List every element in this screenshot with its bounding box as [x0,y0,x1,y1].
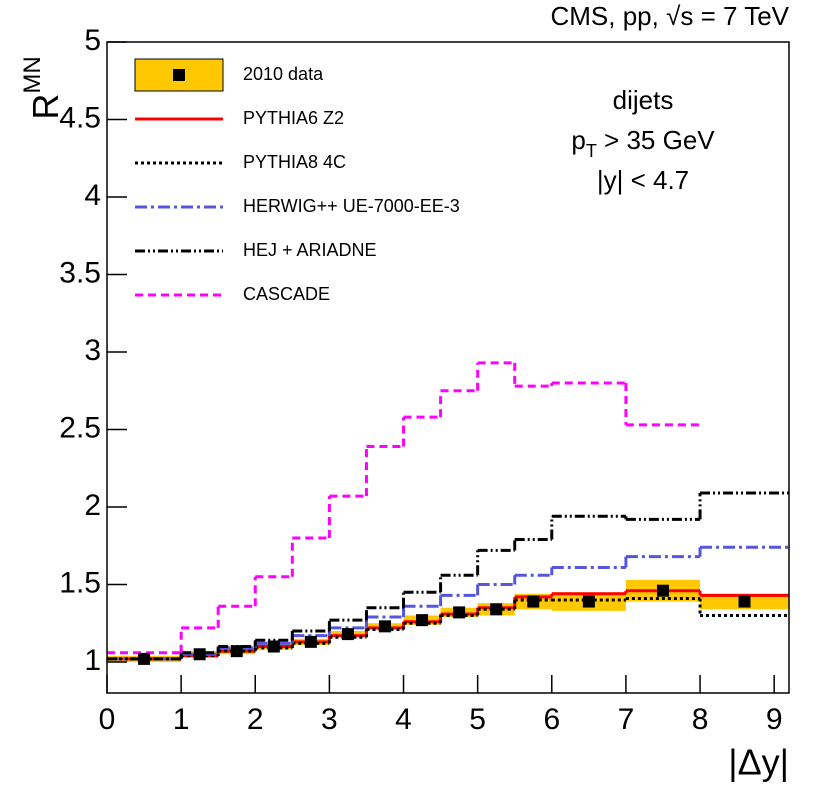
legend-label: CASCADE [243,284,330,304]
annotation: pT > 35 GeV [571,125,715,161]
legend-label: PYTHIA8 4C [243,152,346,172]
y-tick-label: 1 [84,644,101,677]
data-point [527,595,540,608]
annotation-part: p [571,125,585,155]
series-line [107,361,701,655]
chart-title: CMS, pp, √s = 7 TeV [550,1,789,31]
data-point [378,620,391,633]
series-line [107,545,789,661]
data-point [267,640,280,653]
data-point [738,595,751,608]
legend-label: PYTHIA6 Z2 [243,108,344,128]
y-tick-label: 5 [84,24,101,57]
x-tick-label: 6 [543,703,560,736]
x-tick-label: 9 [766,703,783,736]
data-point [304,635,317,648]
x-axis-label: |Δy| [728,742,789,783]
data-point [193,648,206,661]
x-tick-label: 0 [99,703,116,736]
x-tick-label: 7 [618,703,635,736]
annotation-part: > 35 GeV [597,125,715,155]
legend-marker [173,69,185,81]
y-tick-label: 2.5 [59,411,101,444]
data-point [656,584,669,597]
x-tick-label: 1 [173,703,190,736]
x-tick-label: 5 [469,703,486,736]
x-tick-label: 2 [247,703,264,736]
series-line [107,491,789,661]
y-tick-label: 4.5 [59,101,101,134]
data-point [341,628,354,641]
legend-label: HEJ + ARIADNE [243,240,377,260]
y-axis-label-main: R [25,94,66,120]
y-tick-label: 4 [84,179,101,212]
x-tick-label: 8 [692,703,709,736]
plot-frame [106,41,790,694]
y-tick-label: 1.5 [59,566,101,599]
data-point [582,595,595,608]
data-point [490,603,503,616]
x-tick-label: 4 [395,703,412,736]
annotation-sub: T [586,141,597,161]
annotation: |y| < 4.7 [597,165,689,195]
y-axis-label-sup: MN [19,56,46,93]
y-tick-label: 2 [84,489,101,522]
legend-label: HERWIG++ UE-7000-EE-3 [243,196,460,216]
y-tick-label: 3 [84,334,101,367]
data-point [138,652,151,665]
x-tick-label: 3 [321,703,338,736]
data-point [416,614,429,627]
annotation: dijets [613,85,674,115]
y-tick-label: 3.5 [59,256,101,289]
legend-label: 2010 data [243,64,324,84]
data-point [453,606,466,619]
y-axis-label: RMN [19,56,65,119]
data-point [230,645,243,658]
